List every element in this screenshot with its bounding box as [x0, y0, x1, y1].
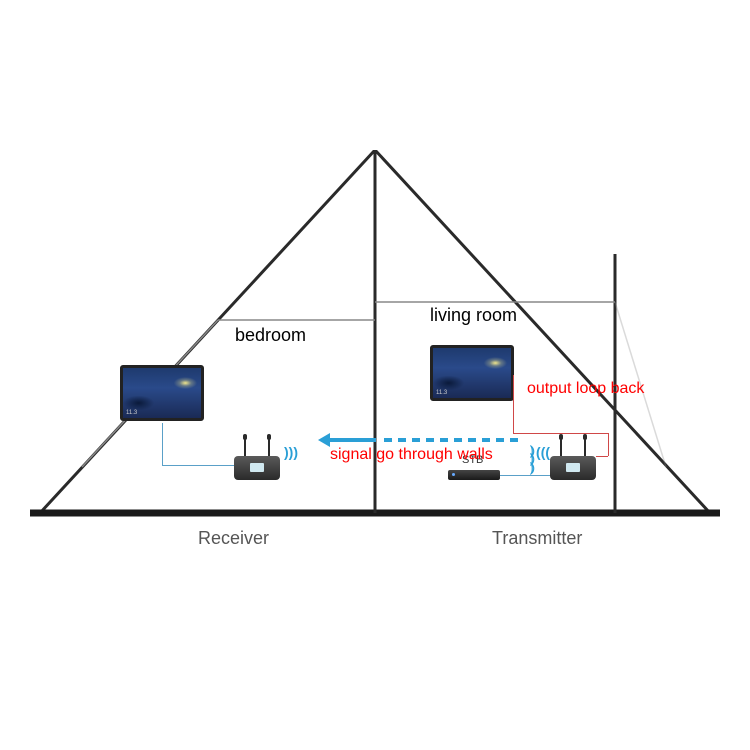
signal-dash — [440, 438, 448, 442]
signal-through-walls-annotation: signal go through walls — [330, 446, 493, 464]
signal-dash — [426, 438, 434, 442]
cable-loopback-to-tx — [596, 456, 608, 457]
signal-dash — [454, 438, 462, 442]
cable-bedroom-tv-down — [162, 423, 163, 465]
cable-loopback-down2 — [608, 433, 609, 456]
wifi-waves-rx: ))) — [284, 448, 298, 456]
transmitter-device — [550, 448, 596, 480]
signal-dash — [384, 438, 392, 442]
bedroom-label: bedroom — [235, 325, 306, 346]
cable-loopback-down — [513, 375, 514, 433]
signal-dash — [482, 438, 490, 442]
receiver-label: Receiver — [198, 528, 269, 549]
signal-arrow-solid — [328, 438, 376, 442]
wifi-waves-tx: ⦆⦆⦆ — [530, 446, 535, 471]
tv-badge: 11.3 — [126, 410, 137, 416]
output-loop-back-annotation: output loop back — [527, 380, 644, 398]
signal-dash — [496, 438, 504, 442]
signal-dash — [398, 438, 406, 442]
wifi-waves-tx2: ))) — [536, 448, 550, 456]
tv-badge: 11.3 — [436, 390, 447, 396]
signal-dash — [412, 438, 420, 442]
cable-loopback-right — [513, 433, 608, 434]
receiver-device — [234, 448, 280, 480]
signal-dash — [468, 438, 476, 442]
house-outline — [30, 150, 720, 570]
signal-dash — [510, 438, 518, 442]
living-room-label: living room — [430, 305, 517, 326]
cable-stb-to-tx — [500, 475, 550, 476]
living-room-tv: 11.3 — [430, 345, 514, 401]
cable-bedroom-to-receiver — [162, 465, 234, 466]
stb-device — [448, 470, 500, 480]
bedroom-tv: 11.3 — [120, 365, 204, 421]
house-diagram: bedroom living room 11.3 11.3 STB ⦆⦆⦆ ))… — [30, 150, 720, 570]
transmitter-label: Transmitter — [492, 528, 582, 549]
